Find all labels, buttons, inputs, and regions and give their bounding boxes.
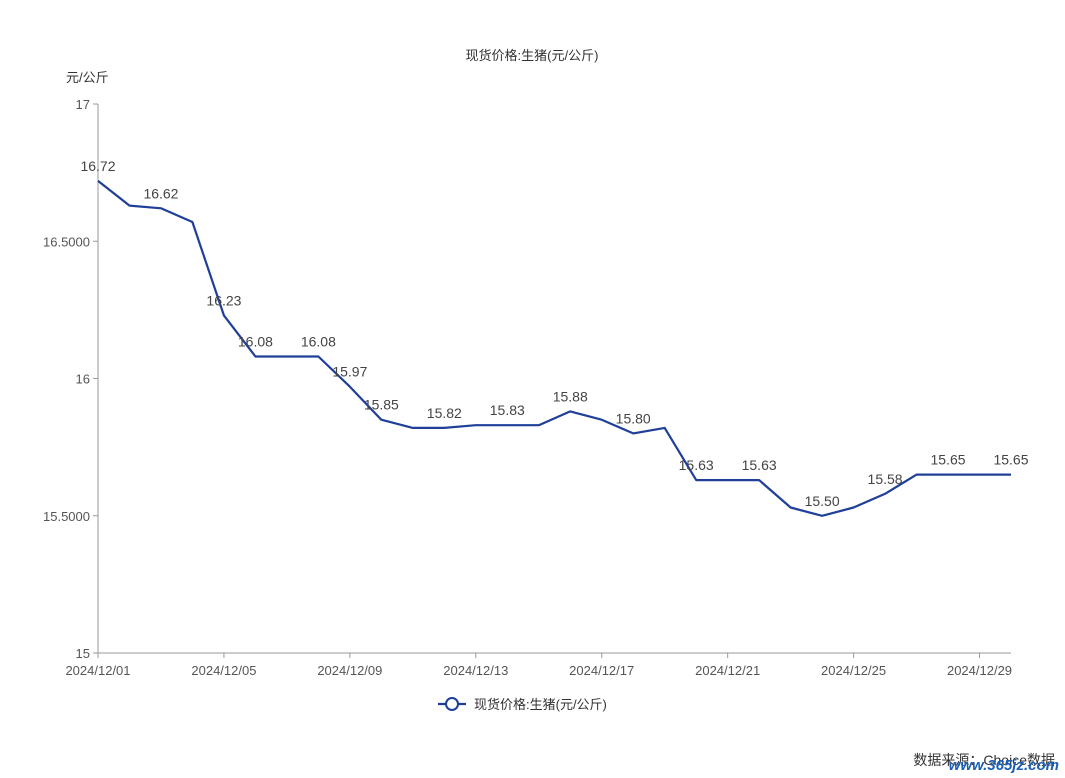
- y-tick-label: 16.5000: [43, 234, 90, 249]
- chart-title: 现货价格:生猪(元/公斤): [466, 48, 599, 63]
- data-label: 15.50: [805, 493, 840, 509]
- data-label: 16.08: [301, 334, 336, 350]
- x-tick-label: 2024/12/29: [947, 663, 1012, 678]
- legend[interactable]: 现货价格:生猪(元/公斤): [438, 697, 607, 712]
- data-labels: 16.72 16.62 16.23 16.08 16.08 15.97 15.85 15.82…: [80, 158, 1028, 509]
- data-label: 16.23: [206, 292, 241, 308]
- data-source: 数据来源：Choice数据: [913, 752, 1055, 768]
- data-label: 15.65: [931, 452, 966, 468]
- x-tick-label: 2024/12/05: [191, 663, 256, 678]
- data-label: 16.08: [238, 334, 273, 350]
- legend-label: 现货价格:生猪(元/公斤): [474, 697, 607, 712]
- x-tick-label: 2024/12/01: [65, 663, 130, 678]
- data-label: 15.97: [332, 364, 367, 380]
- data-label: 15.65: [993, 452, 1028, 468]
- y-tick-label: 15.5000: [43, 509, 90, 524]
- data-label: 16.72: [80, 158, 115, 174]
- x-tick-label: 2024/12/17: [569, 663, 634, 678]
- y-axis-ticks: 17 16.5000 16 15.5000 15: [43, 97, 98, 661]
- data-label: 15.85: [364, 397, 399, 413]
- data-label: 15.63: [742, 457, 777, 473]
- axes: [97, 104, 1011, 654]
- data-label: 15.83: [490, 402, 525, 418]
- x-tick-label: 2024/12/21: [695, 663, 760, 678]
- y-tick-label: 16: [76, 372, 90, 387]
- y-tick-label: 17: [76, 97, 90, 112]
- data-label: 15.82: [427, 405, 462, 421]
- series-line: [97, 180, 1011, 517]
- x-axis-ticks: 2024/12/01 2024/12/05 2024/12/09 2024/12/13…: [65, 653, 1012, 678]
- legend-circle-marker: [445, 697, 459, 711]
- data-label: 15.80: [616, 410, 651, 426]
- data-label: 15.58: [868, 471, 903, 487]
- data-label: 15.88: [553, 388, 588, 404]
- y-axis-unit: 元/公斤: [66, 70, 109, 85]
- x-tick-label: 2024/12/09: [317, 663, 382, 678]
- data-label: 16.62: [143, 185, 178, 201]
- data-label: 15.63: [679, 457, 714, 473]
- y-tick-label: 15: [76, 646, 90, 661]
- x-tick-label: 2024/12/25: [821, 663, 886, 678]
- watermark: www.365jz.com: [948, 757, 1059, 774]
- x-tick-label: 2024/12/13: [443, 663, 508, 678]
